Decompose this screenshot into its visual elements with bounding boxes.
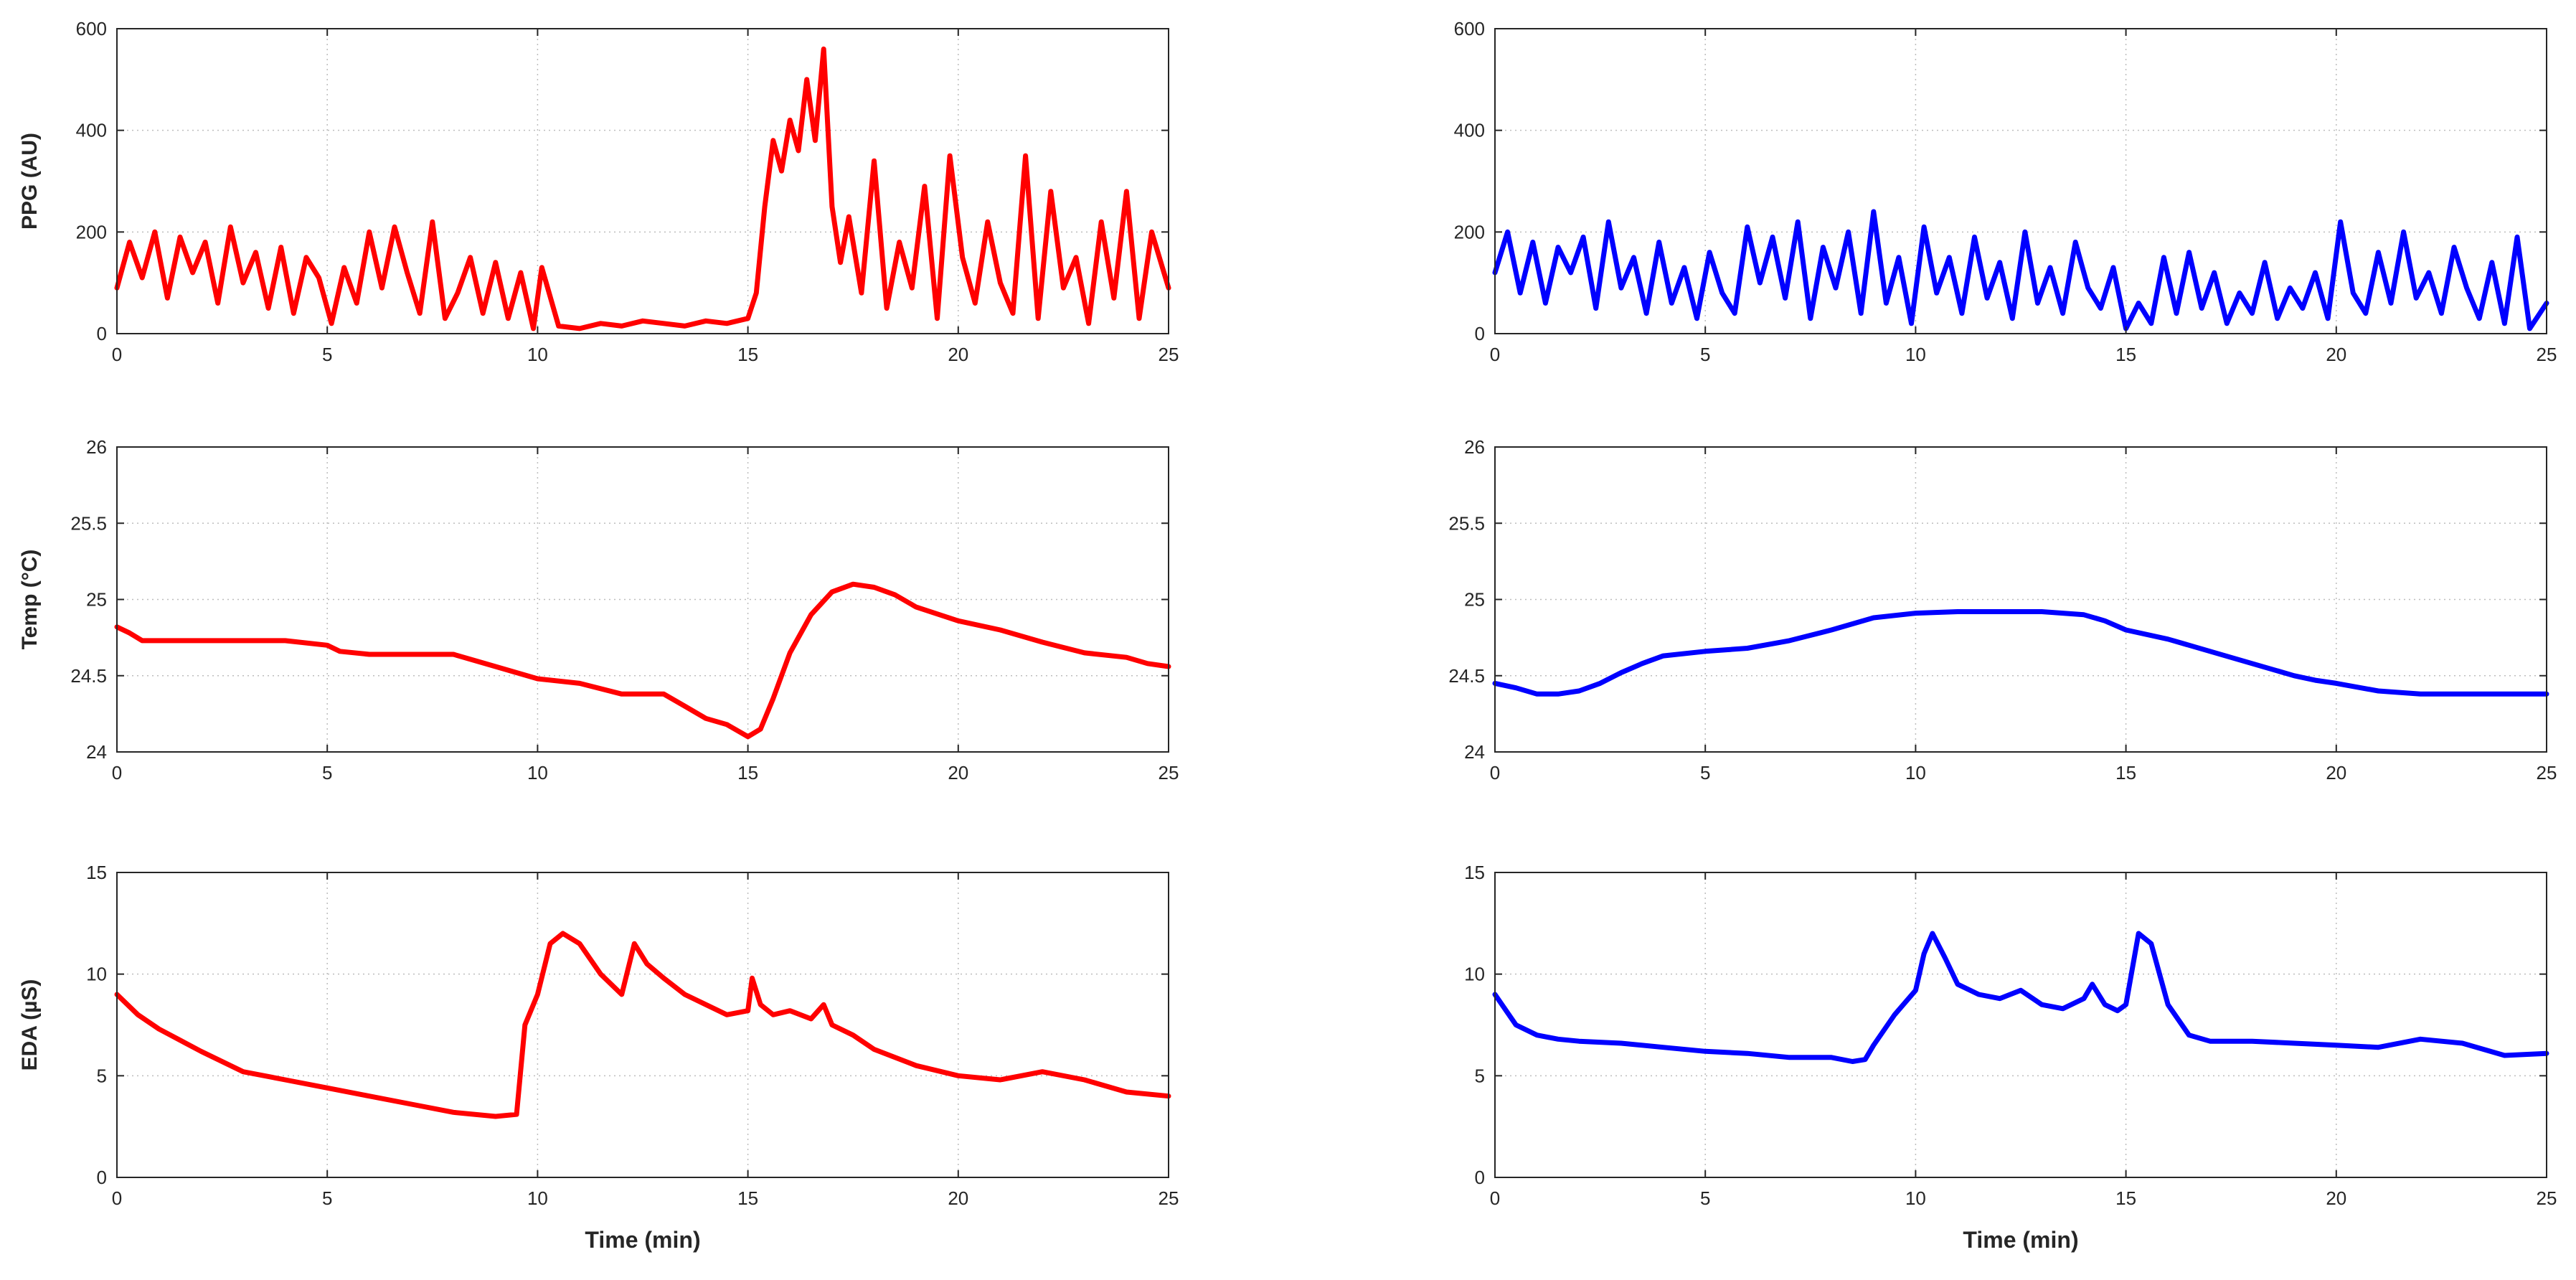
y-tick-label: 24.5	[1448, 665, 1485, 687]
x-tick-label: 10	[1905, 1187, 1926, 1209]
y-tick-label: 15	[86, 862, 107, 883]
y-tick-label: 600	[1454, 18, 1485, 39]
x-tick-label: 15	[737, 1187, 758, 1209]
x-tick-label: 0	[1490, 1187, 1500, 1209]
chart-panel-eda-blue: 0 5 10 15 20 25 0 5 10 15 Time (min)	[1464, 862, 2557, 1253]
y-tick-label: 25.5	[70, 512, 107, 534]
x-tick-label: 0	[1490, 344, 1500, 365]
x-tick-label: 15	[737, 762, 758, 783]
y-axis-label: Temp (°C)	[18, 550, 42, 650]
y-tick-label: 400	[1454, 120, 1485, 141]
chart-panel-ppg-red: 0 5 10 15 20 25 0 200 400 600 PPG (AU)	[18, 18, 1179, 365]
y-tick-label: 26	[1464, 436, 1485, 458]
axes-frame	[1494, 28, 2547, 334]
x-tick-label: 10	[527, 1187, 548, 1209]
gridlines	[117, 29, 1169, 334]
gridlines	[1495, 447, 2547, 752]
gridlines	[1495, 29, 2547, 334]
chart-panel-eda-red: 0 5 10 15 20 25 0 5 10 15 EDA (µS) Time (min)	[18, 862, 1179, 1253]
x-tick-label: 20	[2326, 344, 2346, 365]
x-tick-label: 25	[2537, 1187, 2557, 1209]
y-tick-label: 200	[76, 221, 107, 243]
x-tick-label: 0	[112, 762, 122, 783]
x-tick-label: 5	[1700, 344, 1710, 365]
x-tick-label: 15	[737, 344, 758, 365]
x-tick-label: 20	[948, 1187, 968, 1209]
y-tick-label: 24.5	[70, 665, 107, 687]
chart-panel-temp-red: 0 5 10 15 20 25 24 24.5 25 25.5 26 Temp (°C)	[18, 436, 1179, 783]
x-tick-label: 25	[2537, 762, 2557, 783]
y-tick-label: 5	[1475, 1065, 1485, 1086]
series-line-ppg-red	[114, 46, 1171, 331]
x-tick-label: 5	[322, 1187, 332, 1209]
y-axis-label: PPG (AU)	[18, 133, 42, 230]
x-tick-label: 20	[2326, 1187, 2346, 1209]
series-line-ppg-blue	[1492, 209, 2549, 331]
x-tick-label: 15	[2115, 344, 2136, 365]
x-tick-label: 10	[1905, 762, 1926, 783]
x-tick-label: 5	[1700, 1187, 1710, 1209]
gridlines	[117, 447, 1169, 752]
axes-frame	[116, 872, 1169, 1178]
y-tick-label: 5	[97, 1065, 107, 1086]
x-tick-label: 0	[112, 1187, 122, 1209]
gridlines	[117, 872, 1169, 1177]
series-line-temp-blue	[1492, 609, 2549, 697]
x-tick-label: 10	[527, 344, 548, 365]
x-tick-label: 20	[948, 344, 968, 365]
x-tick-label: 25	[1159, 1187, 1179, 1209]
y-tick-label: 25	[86, 589, 107, 611]
x-tick-label: 15	[2115, 762, 2136, 783]
y-tick-label: 24	[1464, 741, 1485, 763]
chart-panel-ppg-blue: 0 5 10 15 20 25 0 200 400 600	[1454, 18, 2557, 365]
chart-panel-temp-blue: 0 5 10 15 20 25 24 24.5 25 25.5 26	[1448, 436, 2557, 783]
y-tick-label: 26	[86, 436, 107, 458]
y-tick-label: 0	[97, 323, 107, 344]
axes-frame	[116, 28, 1169, 334]
x-tick-label: 10	[527, 762, 548, 783]
x-tick-label: 5	[322, 762, 332, 783]
x-axis-label: Time (min)	[585, 1227, 700, 1253]
axes-frame	[1494, 872, 2547, 1178]
x-tick-label: 5	[1700, 762, 1710, 783]
y-tick-label: 0	[1475, 323, 1485, 344]
y-axis-label: EDA (µS)	[18, 979, 42, 1071]
y-tick-label: 600	[76, 18, 107, 39]
x-tick-label: 25	[1159, 344, 1179, 365]
y-tick-label: 15	[1464, 862, 1485, 883]
series-line-eda-red	[114, 931, 1171, 1119]
y-tick-label: 10	[1464, 964, 1485, 985]
x-axis-label: Time (min)	[1963, 1227, 2078, 1253]
y-tick-label: 200	[1454, 221, 1485, 243]
y-tick-label: 25	[1464, 589, 1485, 611]
x-tick-label: 5	[322, 344, 332, 365]
x-tick-label: 25	[1159, 762, 1179, 783]
x-tick-label: 10	[1905, 344, 1926, 365]
gridlines	[1495, 872, 2547, 1177]
y-tick-label: 400	[76, 120, 107, 141]
y-tick-label: 25.5	[1448, 512, 1485, 534]
series-line-eda-blue	[1492, 931, 2549, 1064]
y-tick-label: 0	[97, 1167, 107, 1188]
y-tick-label: 0	[1475, 1167, 1485, 1188]
x-tick-label: 20	[948, 762, 968, 783]
series-line-temp-red	[114, 581, 1171, 740]
y-tick-label: 10	[86, 964, 107, 985]
x-tick-label: 15	[2115, 1187, 2136, 1209]
x-tick-label: 20	[2326, 762, 2346, 783]
x-tick-label: 0	[1490, 762, 1500, 783]
y-tick-label: 24	[86, 741, 107, 763]
x-tick-label: 0	[112, 344, 122, 365]
x-tick-label: 25	[2537, 344, 2557, 365]
